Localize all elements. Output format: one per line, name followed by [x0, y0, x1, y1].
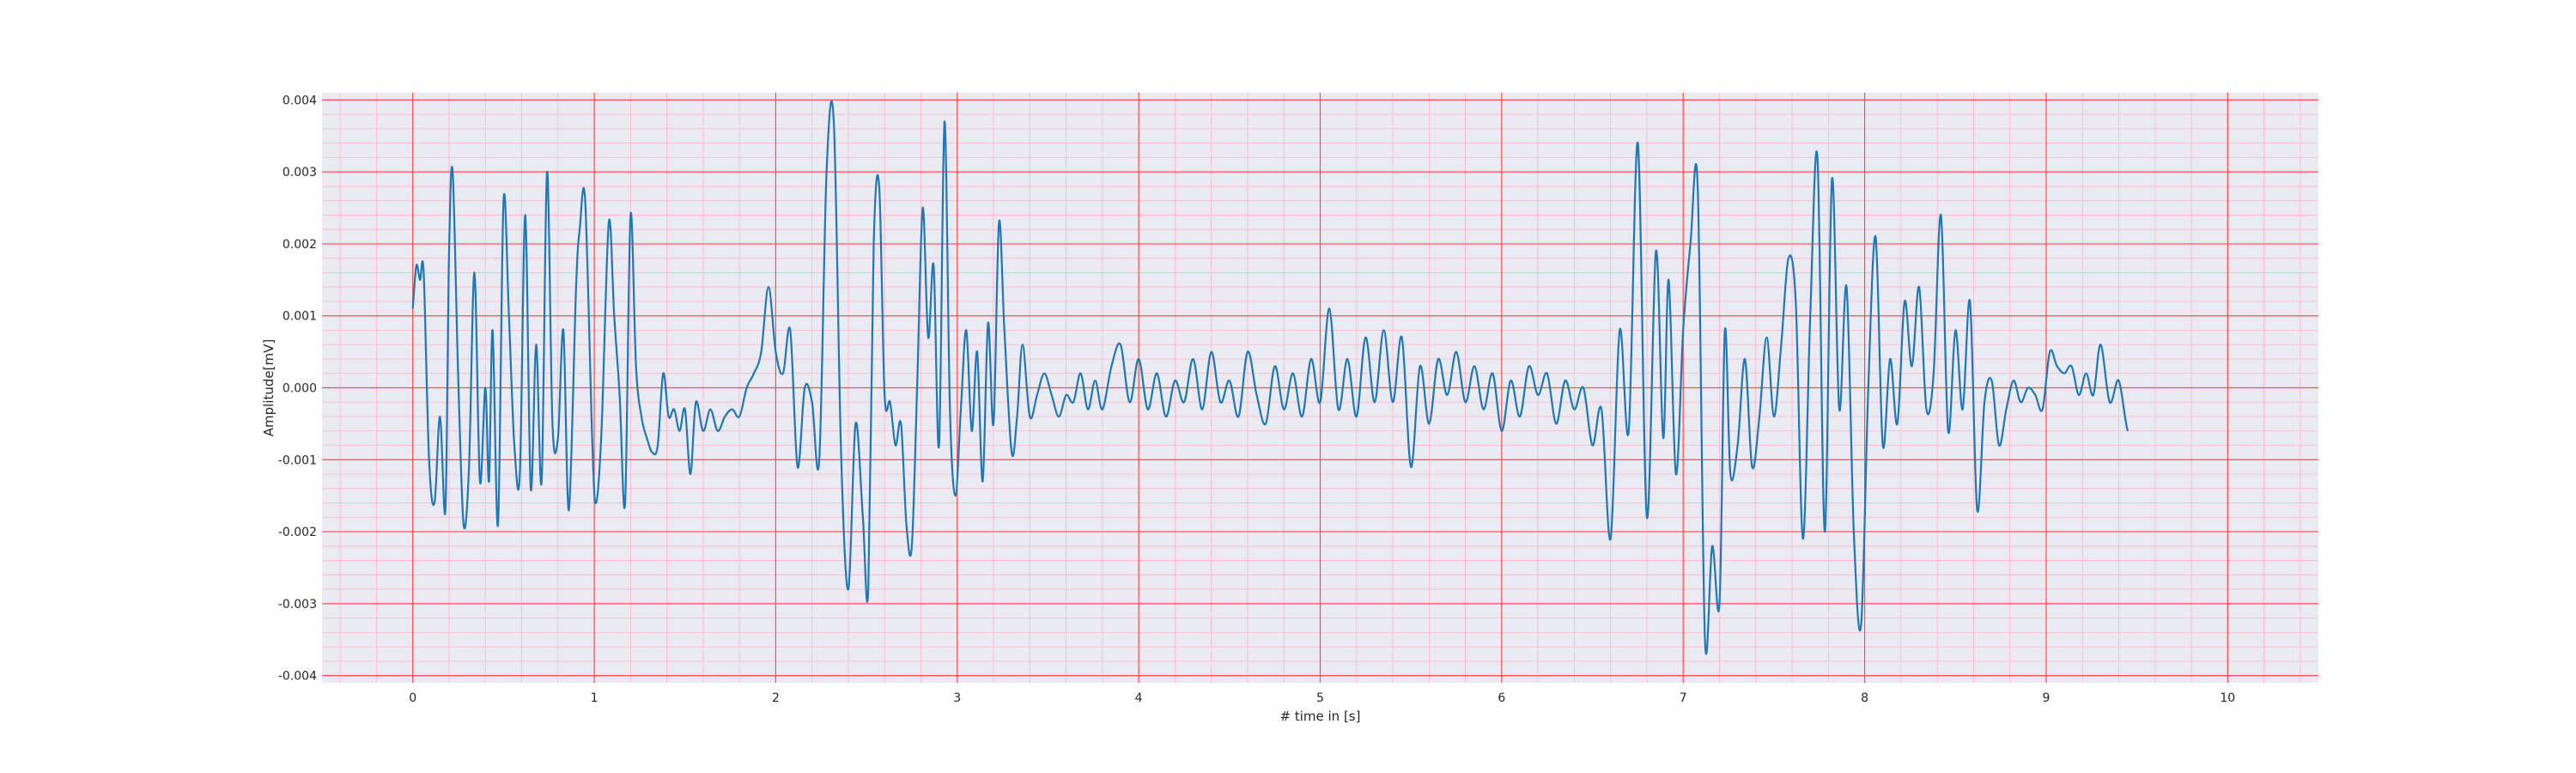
y-tick-label: 0.004: [283, 94, 317, 107]
x-tick-label: 7: [1680, 691, 1687, 705]
y-tick-label: -0.003: [278, 598, 317, 612]
y-tick-label: 0.002: [283, 238, 317, 252]
major-grid: [322, 93, 2318, 683]
x-tick-label: 8: [1861, 691, 1868, 705]
y-axis: 0.004 0.003 0.002 0.001 0.000 -0.001 -0.002 -0.…: [278, 94, 317, 683]
series-line-signal: [411, 100, 2129, 655]
x-tick-label: 9: [2042, 691, 2050, 705]
y-tick-label: 0.001: [283, 310, 317, 324]
y-tick-label: -0.002: [278, 526, 317, 539]
x-tick-label: 2: [772, 691, 780, 705]
x-tick-label: 5: [1316, 691, 1324, 705]
x-axis-label: # time in [s]: [1280, 709, 1361, 724]
x-tick-label: 10: [2220, 691, 2235, 705]
y-tick-label: 0.003: [283, 166, 317, 180]
y-tick-label: -0.004: [278, 670, 317, 684]
x-tick-label: 0: [409, 691, 416, 705]
x-tick-label: 4: [1135, 691, 1143, 705]
y-tick-label: 0.000: [283, 382, 317, 396]
y-axis-label: Amplitude[mV]: [261, 339, 276, 436]
x-tick-label: 1: [591, 691, 598, 705]
y-tick-label: -0.001: [278, 453, 317, 467]
x-tick-label: 6: [1498, 691, 1505, 705]
x-tick-label: 3: [953, 691, 961, 705]
x-axis: 0 1 2 3 4 5 6 7 8 9 10: [409, 691, 2235, 705]
